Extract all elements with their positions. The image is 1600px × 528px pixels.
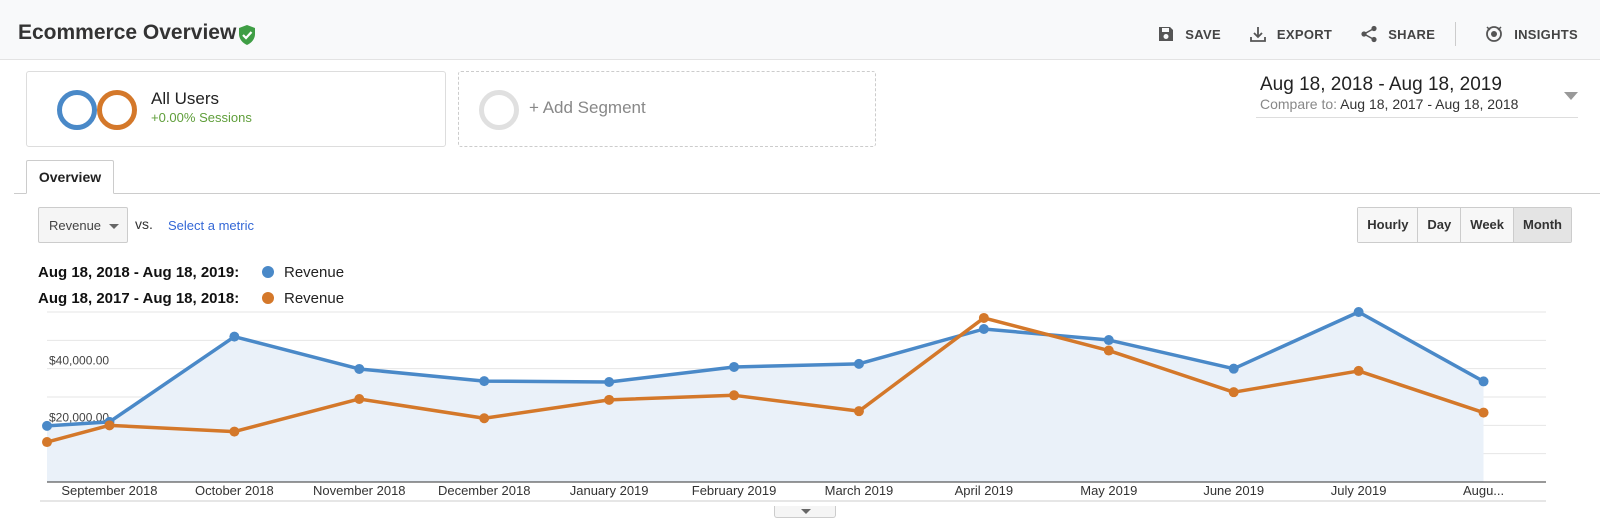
x-tick-label: June 2019 (1203, 483, 1264, 498)
date-range-picker[interactable]: Aug 18, 2018 - Aug 18, 2019 Compare to: … (1256, 72, 1578, 118)
compare-to-label: Compare to: (1260, 96, 1338, 112)
add-segment-label: + Add Segment (529, 98, 646, 117)
revenue-line-chart: $20,000.00 $40,000.00 September 2018 Octobe… (40, 307, 1546, 502)
tab-overview[interactable]: Overview (26, 160, 114, 194)
data-point (1228, 363, 1239, 374)
data-point (729, 390, 740, 401)
tabs-divider (14, 193, 1600, 194)
y-tick-label: $20,000.00 (49, 410, 109, 424)
x-tick-label: February 2019 (692, 483, 777, 498)
x-tick-label: July 2019 (1331, 483, 1387, 498)
chart-collapse-handle[interactable] (774, 506, 836, 518)
x-tick-label: December 2018 (438, 483, 531, 498)
legend-current-range: Aug 18, 2018 - Aug 18, 2019: (38, 263, 240, 281)
data-point (354, 393, 365, 404)
data-point (1103, 335, 1114, 346)
metric-selected: Revenue (49, 218, 102, 233)
add-segment-circle-icon (479, 90, 519, 130)
data-point (729, 361, 740, 372)
insights-button[interactable]: INSIGHTS (1484, 24, 1578, 44)
data-point (479, 413, 490, 424)
x-tick-label: January 2019 (570, 483, 649, 498)
x-tick-label: Augu... (1463, 483, 1504, 498)
data-point (354, 363, 365, 374)
legend-compare-dot (262, 292, 274, 304)
data-point (1228, 387, 1239, 398)
data-point (1353, 307, 1364, 317)
granularity-selector: Hourly Day Week Month (1357, 207, 1572, 243)
export-button[interactable]: EXPORT (1249, 25, 1332, 43)
data-point (853, 406, 864, 417)
legend-compare-name: Revenue (284, 289, 345, 307)
x-tick-label: March 2019 (825, 483, 894, 498)
data-point (229, 426, 240, 437)
share-icon (1361, 25, 1377, 43)
header-actions: SAVE EXPORT SHARE INSIGH (1129, 22, 1578, 46)
x-tick-label: October 2018 (195, 483, 274, 498)
x-tick-label: April 2019 (955, 483, 1014, 498)
verified-shield-icon (239, 25, 255, 45)
granularity-week-button[interactable]: Week (1461, 208, 1515, 242)
data-point (978, 312, 989, 323)
date-range-main: Aug 18, 2018 - Aug 18, 2019 (1260, 74, 1502, 95)
legend-compare: Aug 18, 2017 - Aug 18, 2018: Revenue (38, 288, 344, 308)
add-segment-button[interactable]: + Add Segment (458, 71, 876, 147)
data-point (479, 376, 490, 387)
data-point (42, 420, 52, 431)
date-range-dropdown-icon (1564, 92, 1578, 100)
legend-compare-range: Aug 18, 2017 - Aug 18, 2018: (38, 289, 240, 307)
save-button[interactable]: SAVE (1157, 25, 1221, 43)
granularity-hourly-button[interactable]: Hourly (1358, 208, 1419, 242)
select-metric-link[interactable]: Select a metric (168, 218, 254, 233)
x-tick-label: May 2019 (1080, 483, 1137, 498)
series-area-0 (47, 312, 1484, 482)
data-point (1103, 345, 1114, 356)
y-tick-label: $40,000.00 (49, 354, 109, 368)
segment-circle-compare (97, 90, 137, 130)
download-icon (1250, 27, 1266, 42)
export-label: EXPORT (1276, 26, 1333, 42)
chevron-down-icon (109, 224, 119, 229)
data-point (978, 324, 989, 334)
data-point (1353, 365, 1364, 376)
insights-icon (1486, 26, 1503, 42)
report-header: Ecommerce Overview SAVE EXPORT (0, 0, 1600, 60)
insights-label: INSIGHTS (1514, 26, 1578, 42)
save-icon (1159, 27, 1174, 41)
data-point (853, 358, 864, 369)
data-point (604, 394, 615, 405)
segment-all-users[interactable]: All Users +0.00% Sessions (26, 71, 446, 147)
granularity-day-button[interactable]: Day (1418, 208, 1462, 242)
share-label: SHARE (1388, 26, 1436, 42)
data-point (104, 420, 115, 431)
data-point (1478, 407, 1489, 418)
granularity-month-button[interactable]: Month (1514, 208, 1571, 242)
legend-current-dot (262, 266, 274, 278)
segment-sessions-change: +0.00% Sessions (151, 110, 252, 125)
legend-current-name: Revenue (284, 263, 345, 281)
data-point (1478, 376, 1489, 387)
data-point (229, 331, 240, 342)
share-button[interactable]: SHARE (1360, 25, 1435, 43)
save-label: SAVE (1185, 26, 1221, 42)
segment-title: All Users (151, 89, 220, 108)
x-tick-label: November 2018 (313, 483, 406, 498)
date-range-compare: Compare to: Aug 18, 2017 - Aug 18, 2018 (1260, 96, 1518, 112)
compare-range: Aug 18, 2017 - Aug 18, 2018 (1340, 96, 1519, 112)
page-title: Ecommerce Overview (18, 21, 237, 44)
vs-label: vs. (135, 216, 153, 232)
metric-dropdown[interactable]: Revenue (38, 207, 128, 243)
data-point (604, 376, 615, 387)
x-tick-label: September 2018 (61, 483, 157, 498)
segment-circle-current (57, 90, 97, 130)
legend-current: Aug 18, 2018 - Aug 18, 2019: Revenue (38, 262, 344, 282)
data-point (42, 437, 52, 448)
actions-divider (1455, 22, 1457, 46)
